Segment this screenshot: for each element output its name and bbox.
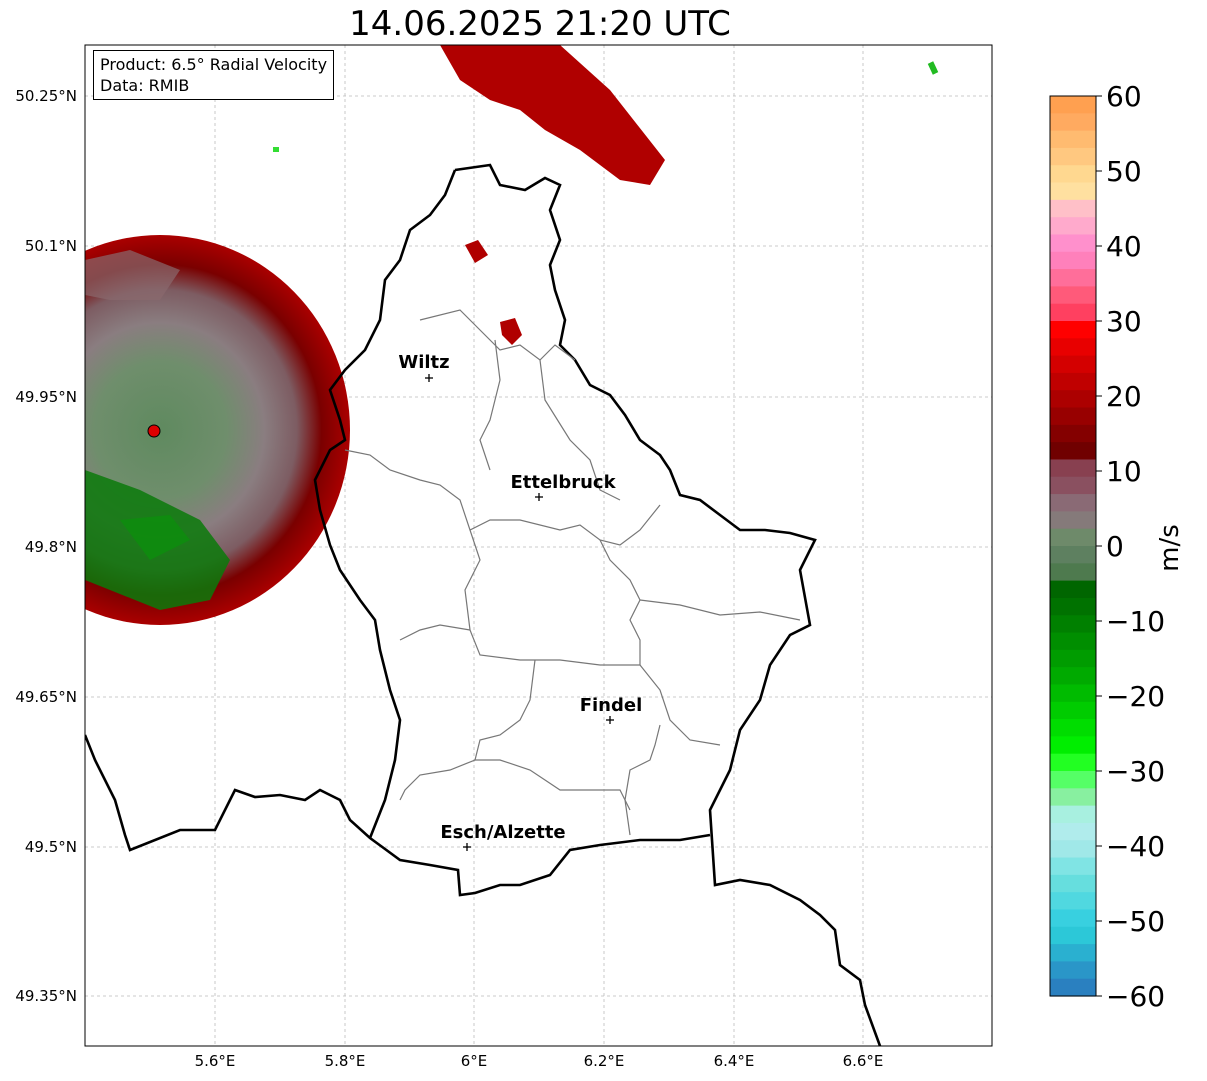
colorbar-band — [1050, 701, 1096, 720]
colorbar-band — [1050, 511, 1096, 530]
product-info-box: Product: 6.5° Radial Velocity Data: RMIB — [93, 50, 335, 100]
colorbar-band — [1050, 286, 1096, 305]
colorbar-band — [1050, 372, 1096, 391]
colorbar-tick-label: −10 — [1106, 605, 1165, 638]
colorbar-band — [1050, 909, 1096, 928]
lon-tick: 6.4°E — [714, 1052, 755, 1070]
colorbar-band — [1050, 719, 1096, 737]
radar-echo-west — [85, 235, 350, 625]
colorbar-band — [1050, 217, 1096, 236]
colorbar-band — [1050, 667, 1096, 686]
colorbar-band — [1050, 857, 1096, 876]
colorbar-band — [1050, 978, 1096, 997]
colorbar-band — [1050, 684, 1096, 703]
colorbar-band — [1050, 338, 1096, 357]
colorbar-band — [1050, 459, 1096, 478]
colorbar-band — [1050, 182, 1096, 201]
canton-boundaries — [344, 309, 801, 836]
colorbar-band — [1050, 961, 1096, 980]
city-label-findel: Findel — [580, 695, 643, 716]
lat-tick: 49.8°N — [25, 538, 77, 556]
lat-tick: 49.95°N — [15, 388, 77, 406]
product-label: Product: 6.5° Radial Velocity — [100, 55, 328, 74]
colorbar-tick-label: 60 — [1106, 80, 1142, 113]
colorbar-band — [1050, 113, 1096, 132]
colorbar-band — [1050, 805, 1096, 824]
colorbar-band — [1050, 580, 1096, 599]
luxembourg-border — [85, 163, 882, 1046]
colorbar-band — [1050, 546, 1096, 564]
colorbar-band — [1050, 597, 1096, 616]
colorbar-band — [1050, 736, 1096, 755]
colorbar-band — [1050, 251, 1096, 270]
city-label-wiltz: Wiltz — [398, 352, 449, 373]
colorbar-tick-label: 20 — [1106, 380, 1142, 413]
lat-tick: 49.65°N — [15, 688, 77, 706]
colorbar-band — [1050, 944, 1096, 962]
colorbar-band — [1050, 874, 1096, 893]
lon-tick: 6.6°E — [843, 1052, 884, 1070]
colorbar-tick-label: 50 — [1106, 155, 1142, 188]
colorbar-band — [1050, 494, 1096, 512]
colorbar-band — [1050, 147, 1096, 166]
colorbar-band — [1050, 840, 1096, 859]
lat-tick: 50.25°N — [15, 87, 77, 105]
city-markers — [425, 374, 614, 851]
lon-tick-labels: 5.6°E 5.8°E 6°E 6.2°E 6.4°E 6.6°E — [195, 1052, 884, 1070]
colorbar-tick-label: 30 — [1106, 305, 1142, 338]
colorbar-band — [1050, 234, 1096, 253]
colorbar-band — [1050, 165, 1096, 184]
colorbar: 60 50 40 30 20 10 0 −10 −20 −30 −40 −50 −60 — [1049, 80, 1165, 1013]
colorbar-tick-label: −20 — [1106, 680, 1165, 713]
colorbar-band — [1050, 303, 1096, 322]
city-label-esch-alzette: Esch/Alzette — [440, 822, 565, 843]
colorbar-tick-label: 40 — [1106, 230, 1142, 263]
lat-tick: 49.35°N — [15, 987, 77, 1005]
colorbar-band — [1050, 355, 1096, 374]
lat-tick-labels: 50.25°N 50.1°N 49.95°N 49.8°N 49.65°N 49… — [15, 87, 77, 1005]
map-frame — [84, 44, 993, 1047]
city-label-ettelbruck: Ettelbruck — [510, 472, 616, 493]
colorbar-unit-label: m/s — [1155, 524, 1185, 572]
lon-tick: 5.8°E — [325, 1052, 366, 1070]
colorbar-band — [1050, 442, 1096, 461]
lat-tick: 50.1°N — [25, 237, 77, 255]
colorbar-band — [1050, 753, 1096, 772]
map-title: 14.06.2025 21:20 UTC — [349, 4, 731, 44]
colorbar-band — [1050, 926, 1096, 945]
data-source-label: Data: RMIB — [100, 76, 190, 95]
colorbar-band — [1050, 892, 1096, 911]
colorbar-tick-label: −50 — [1106, 905, 1165, 938]
colorbar-band — [1050, 632, 1096, 651]
colorbar-band — [1050, 822, 1096, 841]
colorbar-band — [1050, 407, 1096, 426]
colorbar-band — [1050, 563, 1096, 582]
colorbar-tick-label: −60 — [1106, 980, 1165, 1013]
colorbar-band — [1050, 476, 1096, 495]
colorbar-band — [1050, 788, 1096, 807]
lon-tick: 6°E — [461, 1052, 488, 1070]
colorbar-tick-label: 0 — [1106, 530, 1124, 563]
lat-tick: 49.5°N — [25, 838, 77, 856]
colorbar-band — [1050, 269, 1096, 287]
colorbar-band — [1050, 528, 1096, 547]
colorbar-tick-label: −30 — [1106, 755, 1165, 788]
colorbar-band — [1050, 771, 1096, 789]
colorbar-band — [1050, 199, 1096, 218]
colorbar-band — [1050, 424, 1096, 443]
colorbar-tick-label: −40 — [1106, 830, 1165, 863]
colorbar-band — [1050, 321, 1096, 339]
colorbar-band — [1050, 649, 1096, 668]
lon-tick: 5.6°E — [195, 1052, 236, 1070]
colorbar-band — [1050, 390, 1096, 409]
lon-tick: 6.2°E — [584, 1052, 625, 1070]
colorbar-tick-label: 10 — [1106, 455, 1142, 488]
colorbar-band — [1050, 615, 1096, 634]
colorbar-band — [1050, 130, 1096, 149]
radar-echo-north — [273, 45, 939, 345]
colorbar-band — [1050, 96, 1096, 114]
